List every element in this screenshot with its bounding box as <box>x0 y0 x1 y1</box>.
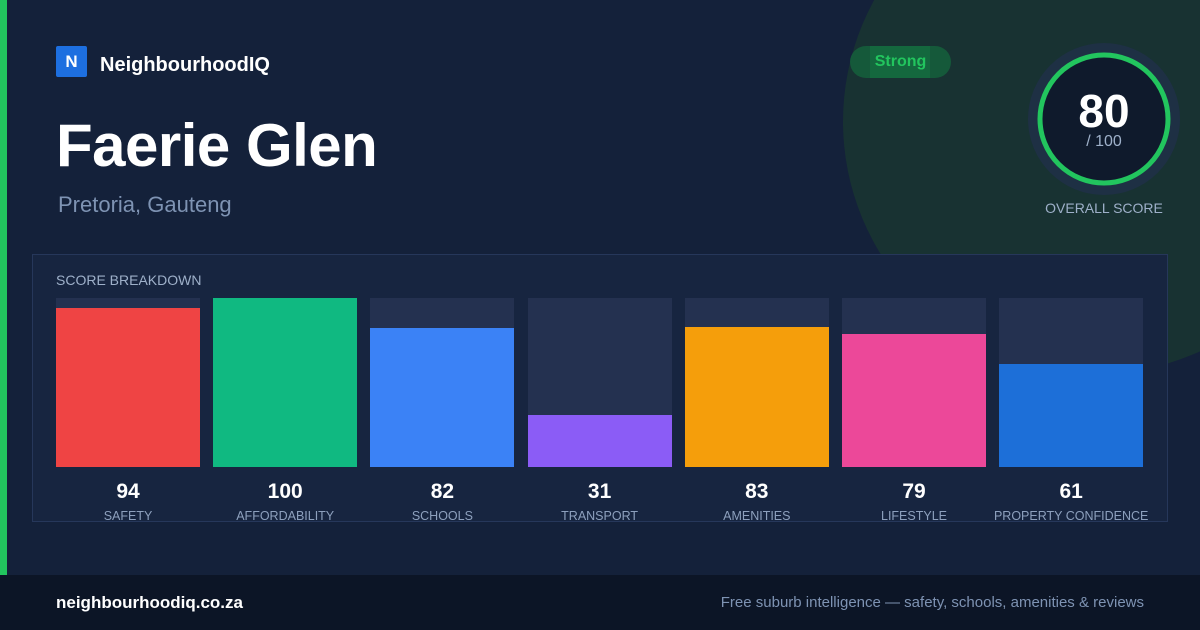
bar-value-label: 94 <box>116 480 140 503</box>
overall-score-max: / 100 <box>1086 133 1122 150</box>
accent-strip <box>0 0 7 575</box>
brand-header[interactable]: N NeighbourhoodIQ <box>56 46 270 77</box>
bar-category-label: SAFETY <box>103 509 153 523</box>
brand-logo-icon: N <box>56 46 87 77</box>
score-breakdown-panel: SCORE BREAKDOWN 94 SAFETY 100 AFFORDABILITY… <box>32 254 1168 523</box>
overall-score-caption: OVERALL SCORE <box>1045 200 1163 216</box>
bar <box>527 414 672 467</box>
bar-value-label: 61 <box>1059 480 1083 503</box>
rating-badge-label: Strong <box>874 53 927 70</box>
bar-value-label: 100 <box>267 480 303 503</box>
bar <box>999 363 1144 467</box>
bar-track <box>842 298 986 467</box>
bar <box>842 333 986 467</box>
bar <box>213 298 358 467</box>
suburb-title: Faerie Glen <box>56 112 378 179</box>
bar-track <box>213 298 358 467</box>
bar-category-label: LIFESTYLE <box>881 509 947 523</box>
brand-name: NeighbourhoodIQ <box>100 54 270 76</box>
bar-value-label: 31 <box>587 480 612 503</box>
bar-value-label: 83 <box>745 480 769 503</box>
bar-value-label: 82 <box>430 480 455 503</box>
score-ring-graphic <box>1028 43 1180 195</box>
bar-category-label: SCHOOLS <box>411 509 473 523</box>
bar-track <box>527 298 672 467</box>
bar-track <box>370 298 515 467</box>
overall-score-value: 80 <box>1078 85 1130 137</box>
bar-track <box>56 298 200 467</box>
footer-tagline: Free suburb intelligence — safety, schoo… <box>720 594 1144 611</box>
bar-category-label: AMENITIES <box>723 509 791 523</box>
bar-value-label: 79 <box>902 480 926 503</box>
bar-track <box>999 298 1144 467</box>
score-ring-progress <box>1037 52 1171 186</box>
score-breakdown-title: SCORE BREAKDOWN <box>56 272 202 288</box>
footer: neighbourhoodiq.co.za Free suburb intell… <box>0 575 1200 630</box>
bar-category-label: AFFORDABILITY <box>236 509 335 523</box>
footer-domain-link[interactable]: neighbourhoodiq.co.za <box>56 593 243 612</box>
suburb-location: Pretoria, Gauteng <box>58 192 232 217</box>
rating-badge-highlight <box>870 46 930 78</box>
bar <box>370 328 515 467</box>
rating-badge: Strong <box>850 46 951 78</box>
bar <box>56 308 200 467</box>
bar-track <box>684 298 829 467</box>
bar <box>684 326 829 467</box>
bar-category-label: PROPERTY CONFIDENCE <box>993 509 1149 523</box>
overall-score-ring: 80 <box>1028 43 1180 195</box>
bar-category-label: TRANSPORT <box>561 509 639 523</box>
